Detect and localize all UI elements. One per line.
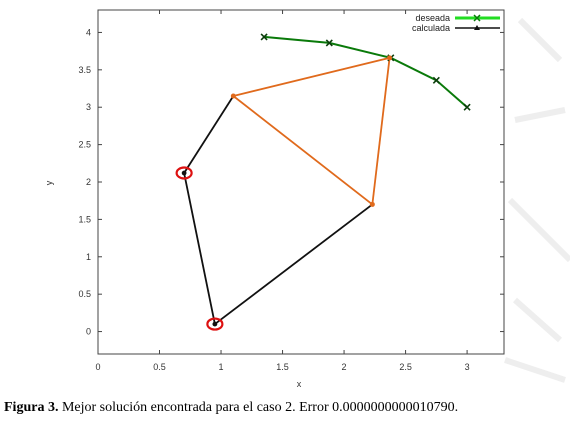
link-calculada: [214, 203, 373, 325]
x-tick-label: 1: [219, 362, 224, 372]
link-triangle: [232, 95, 373, 206]
legend-label-deseada: deseada: [415, 13, 450, 23]
markers-layer: [175, 33, 471, 331]
point-deseada: [325, 39, 333, 47]
legend: deseada calculada: [412, 13, 500, 33]
series-line-deseada: [263, 35, 468, 108]
fixed-joint-dot: [212, 321, 218, 327]
y-tick-label: 1.5: [78, 214, 91, 224]
x-tick-label: 0: [95, 362, 100, 372]
fixed-joint-ring: [175, 166, 193, 180]
legend-label-calculada: calculada: [412, 23, 450, 33]
fixed-joint-ring: [206, 317, 224, 331]
axis-ticks: 0 0.5 1 1.5 2 2.5 3 0 0.5 1 1.5 2 2.5 3 3.5 4: [78, 10, 504, 372]
x-tick-label: 2.5: [399, 362, 412, 372]
point-deseada: [463, 103, 471, 111]
x-tick-label: 1.5: [276, 362, 289, 372]
point-deseada: [432, 76, 440, 84]
joint-point: [230, 93, 236, 99]
point-deseada: [260, 33, 268, 41]
y-tick-label: 3: [86, 102, 91, 112]
y-axis-label: y: [44, 180, 54, 185]
x-axis-label: x: [297, 379, 302, 389]
joint-point: [369, 201, 375, 207]
legend-marker-deseada: [473, 14, 481, 22]
caption-label: Figura 3.: [4, 400, 59, 415]
plot-frame: [97, 9, 505, 355]
x-tick-label: 3: [465, 362, 470, 372]
y-tick-label: 2.5: [78, 140, 91, 150]
fixed-joint-dot: [181, 170, 187, 176]
link-triangle: [371, 57, 391, 205]
x-tick-label: 0.5: [153, 362, 166, 372]
link-calculada: [183, 172, 216, 325]
y-tick-label: 3.5: [78, 65, 91, 75]
y-tick-label: 4: [86, 27, 91, 37]
figure-caption: Figura 3. Mejor solución encontrada para…: [4, 400, 570, 416]
legend-marker-calculada: [474, 25, 480, 30]
joint-point: [387, 55, 393, 61]
y-tick-label: 0.5: [78, 289, 91, 299]
y-tick-label: 0: [86, 327, 91, 337]
x-tick-label: 2: [342, 362, 347, 372]
caption-text: Mejor solución encontrada para el caso 2…: [58, 400, 459, 415]
y-tick-label: 1: [86, 252, 91, 262]
link-calculada: [183, 95, 235, 174]
y-tick-label: 2: [86, 177, 91, 187]
link-triangle: [233, 56, 390, 97]
series-layer: [183, 35, 468, 325]
